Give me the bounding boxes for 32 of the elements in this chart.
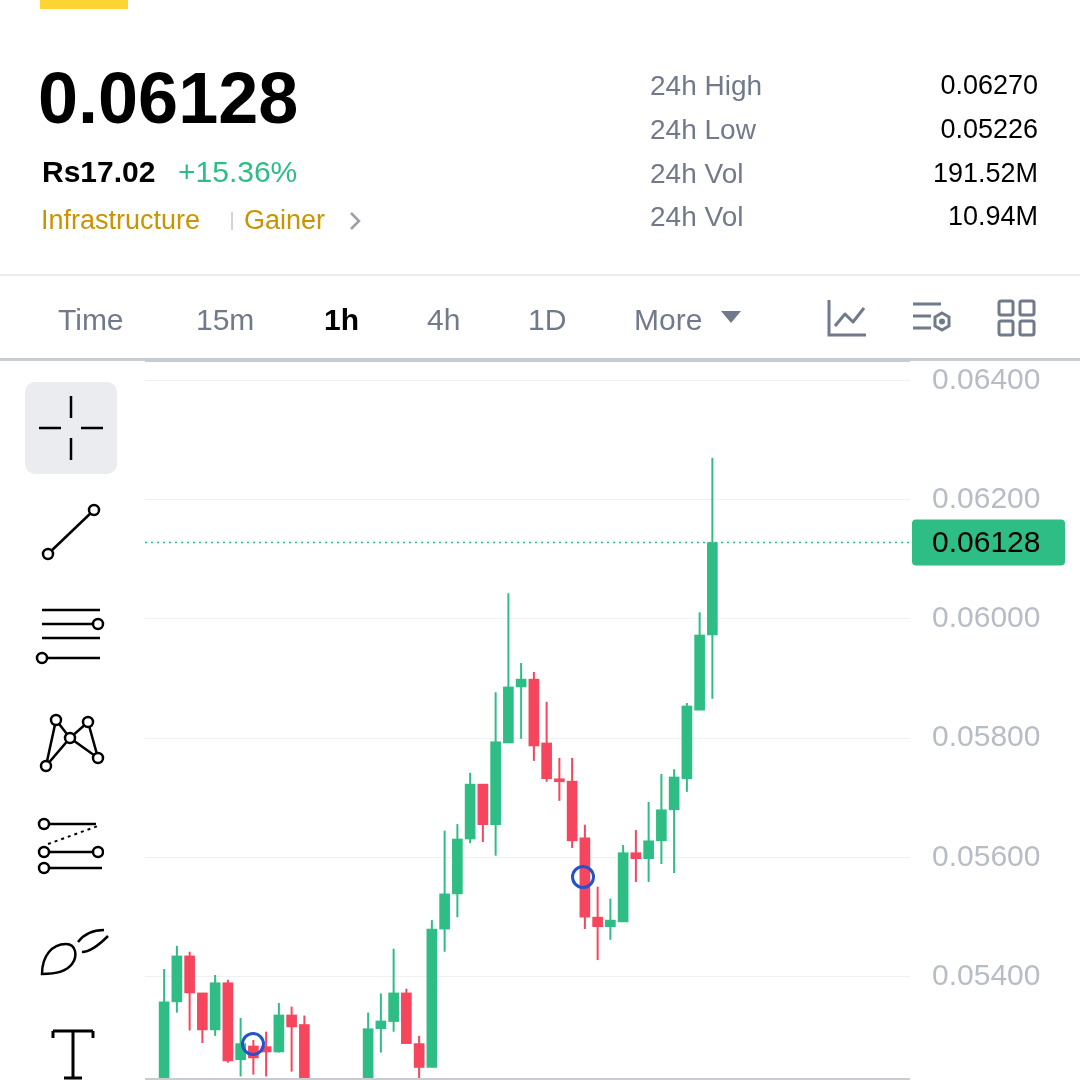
- text: 0.05226: [940, 114, 1038, 144]
- text: 24h High: [650, 70, 763, 101]
- text: Rs17.02: [42, 155, 156, 188]
- y-tick-label: 0.05600: [932, 838, 1041, 872]
- chart-title: 0.06128: [38, 58, 299, 138]
- text: 0.06270: [940, 70, 1038, 100]
- y-tick-label: 0.06200: [932, 480, 1041, 514]
- text: Time: [58, 303, 124, 336]
- text: Gainer: [244, 205, 326, 235]
- text: 24h Vol: [650, 158, 744, 189]
- candlestick: [286, 1005, 297, 1073]
- ref-line-label: 0.06128: [932, 524, 1041, 558]
- y-tick-label: 0.05800: [932, 719, 1041, 753]
- text: 1D: [528, 303, 567, 336]
- text: 24h Vol: [650, 201, 744, 232]
- y-tick-label: 0.06000: [932, 600, 1041, 634]
- candlestick: [554, 756, 565, 802]
- text: 191.52M: [932, 158, 1038, 188]
- y-tick-label: 0.06400: [932, 361, 1041, 395]
- y-tick-label: 0.05400: [932, 958, 1041, 992]
- text: 10.94M: [947, 201, 1038, 231]
- text: Infrastructure: [41, 205, 201, 235]
- text: 4h: [427, 303, 461, 336]
- candlestick: [630, 829, 642, 883]
- text: More: [634, 303, 703, 336]
- text: +15.36%: [178, 155, 298, 188]
- text: 24h Low: [650, 114, 756, 145]
- text: 1h: [324, 303, 360, 336]
- candlestick: [643, 801, 654, 883]
- candlestick: [605, 897, 616, 941]
- candlestick: [592, 885, 603, 962]
- text: 15m: [196, 303, 255, 336]
